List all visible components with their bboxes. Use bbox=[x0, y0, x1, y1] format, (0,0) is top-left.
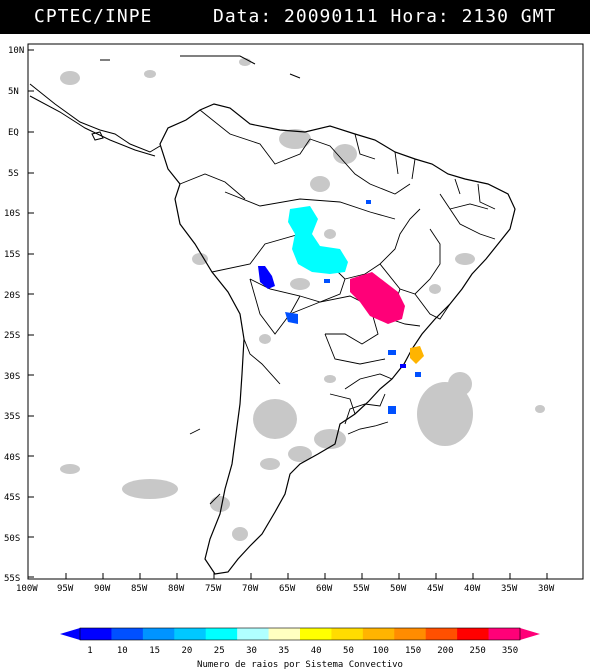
colorbar-swatch bbox=[142, 628, 175, 640]
colorbar-tick-label: 50 bbox=[343, 646, 354, 656]
colorbar-tick-label: 35 bbox=[278, 646, 289, 656]
colorbar-swatch bbox=[488, 628, 521, 640]
lat-label: 15S bbox=[4, 250, 20, 260]
lon-label: 90W bbox=[94, 584, 111, 594]
lon-label: 65W bbox=[279, 584, 296, 594]
lat-label: 10N bbox=[8, 46, 24, 56]
colorbar-caption: Numero de raios por Sistema Convectivo bbox=[197, 660, 403, 670]
colorbar-swatch bbox=[174, 628, 207, 640]
central-america-coast bbox=[29, 83, 161, 153]
colorbar-tick-label: 15 bbox=[149, 646, 160, 656]
lon-label: 75W bbox=[205, 584, 222, 594]
colorbar-tick-label: 250 bbox=[470, 646, 486, 656]
lat-label: 10S bbox=[4, 209, 20, 219]
lat-label: 50S bbox=[4, 534, 20, 544]
colorbar-tick-label: 40 bbox=[311, 646, 322, 656]
header-bar: CPTEC/INPE Data: 20090111 Hora: 2130 GMT bbox=[0, 0, 590, 34]
lon-label: 55W bbox=[353, 584, 370, 594]
colorbar-left-arrow bbox=[60, 628, 80, 640]
longitude-labels: 100W 95W 90W 85W 80W 75W 70W 65W 60W 55W… bbox=[16, 584, 555, 594]
colorbar-swatch bbox=[300, 628, 332, 640]
continent-outline bbox=[159, 103, 516, 575]
lon-label: 40W bbox=[464, 584, 481, 594]
lon-label: 30W bbox=[538, 584, 555, 594]
colorbar-tick-label: 100 bbox=[373, 646, 389, 656]
lat-label: 40S bbox=[4, 453, 20, 463]
lon-label: 60W bbox=[316, 584, 333, 594]
colorbar-swatch bbox=[457, 628, 490, 640]
colorbar-swatch bbox=[425, 628, 458, 640]
colorbar-swatch bbox=[111, 628, 144, 640]
colorbar-swatch bbox=[394, 628, 427, 640]
colorbar-tick-label: 1 bbox=[87, 646, 92, 656]
lon-label: 35W bbox=[501, 584, 518, 594]
lon-label: 95W bbox=[57, 584, 74, 594]
cyan-system bbox=[288, 206, 348, 274]
lat-label: 5S bbox=[8, 169, 19, 179]
colorbar-tick-label: 20 bbox=[182, 646, 193, 656]
datetime-label: Data: 20090111 Hora: 2130 GMT bbox=[213, 6, 557, 27]
cloud-cover bbox=[60, 58, 545, 541]
lat-label: 45S bbox=[4, 493, 20, 503]
lon-label: 80W bbox=[168, 584, 185, 594]
lat-label: 55S bbox=[4, 574, 20, 584]
colorbar-swatch bbox=[205, 628, 238, 640]
colorbar-tick-label: 30 bbox=[246, 646, 257, 656]
map-frame bbox=[27, 43, 584, 580]
colorbar-tick-label: 25 bbox=[214, 646, 225, 656]
country-borders bbox=[179, 109, 496, 505]
convective-systems bbox=[258, 200, 424, 414]
colorbar-swatch bbox=[331, 628, 364, 640]
blue-system-2 bbox=[285, 312, 298, 324]
lat-label: 30S bbox=[4, 372, 20, 382]
lat-label: EQ bbox=[8, 128, 19, 138]
lon-label: 70W bbox=[242, 584, 259, 594]
colorbar-swatch bbox=[268, 628, 301, 640]
magenta-system bbox=[350, 272, 405, 324]
colorbar-tick-label: 200 bbox=[437, 646, 453, 656]
lon-label: 100W bbox=[16, 584, 38, 594]
agency-label: CPTEC/INPE bbox=[34, 6, 153, 27]
colorbar-right-arrow bbox=[520, 628, 540, 640]
lon-label: 50W bbox=[390, 584, 407, 594]
blue-system-1 bbox=[258, 266, 275, 289]
colorbar-swatch bbox=[362, 628, 395, 640]
lon-label: 45W bbox=[427, 584, 444, 594]
colorbar-swatch bbox=[237, 628, 270, 640]
lat-label: 35S bbox=[4, 412, 20, 422]
lat-label: 5N bbox=[8, 87, 19, 97]
latitude-labels: 10N 5N EQ 5S 10S 15S 20S 25S 30S 35S 40S… bbox=[4, 46, 24, 584]
lon-label: 85W bbox=[131, 584, 148, 594]
orange-system bbox=[410, 346, 424, 364]
colorbar-tick-label: 150 bbox=[405, 646, 421, 656]
colorbar-tick-label: 350 bbox=[502, 646, 518, 656]
colorbar: 1 10 15 20 25 30 35 40 50 100 150 200 250 350 Numero … bbox=[60, 627, 540, 670]
lat-label: 20S bbox=[4, 291, 20, 301]
colorbar-swatch bbox=[80, 628, 112, 640]
colorbar-tick-label: 10 bbox=[117, 646, 128, 656]
lat-label: 25S bbox=[4, 331, 20, 341]
lightning-map: 10N 5N EQ 5S 10S 15S 20S 25S 30S 35S 40S… bbox=[4, 43, 584, 594]
